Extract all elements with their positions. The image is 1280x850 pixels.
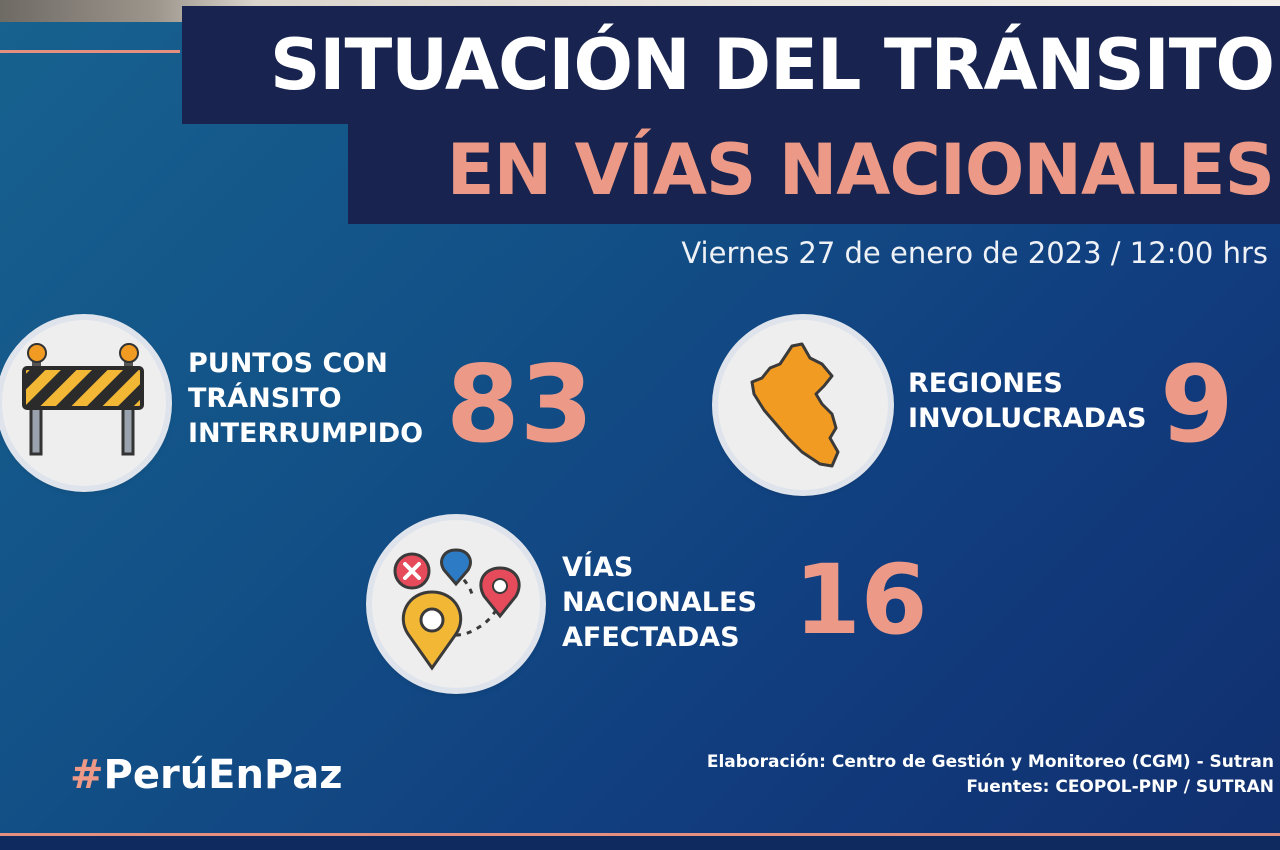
title-line-2: EN VÍAS NACIONALES	[446, 129, 1275, 211]
regiones-label-line: INVOLUCRADAS	[908, 403, 1147, 434]
puntos-label-line: PUNTOS CON	[188, 348, 388, 379]
vias-label-line: VÍAS	[562, 552, 634, 583]
map-pins-route-icon	[372, 520, 540, 688]
peru-map-icon	[718, 320, 888, 490]
report-date: Viernes 27 de enero de 2023 / 12:00 hrs	[681, 236, 1268, 270]
accent-line-top	[0, 50, 180, 53]
puntos-label-line: TRÁNSITO	[188, 383, 342, 414]
hashtag: #PerúEnPaz	[70, 752, 342, 798]
bottom-strip	[0, 836, 1280, 850]
credits-elaboracion: Elaboración: Centro de Gestión y Monitor…	[706, 752, 1274, 772]
credits: Elaboración: Centro de Gestión y Monitor…	[707, 750, 1274, 800]
credits-fuentes: Fuentes: CEOPOL-PNP / SUTRAN	[966, 777, 1274, 797]
regiones-label-line: REGIONES	[908, 368, 1063, 399]
title-banner-bottom	[348, 118, 1280, 224]
vias-label-line: NACIONALES	[562, 587, 757, 618]
title-line-1: SITUACIÓN DEL TRÁNSITO	[270, 24, 1275, 106]
title-banner-top	[182, 6, 1280, 124]
regiones-value: 9	[1160, 343, 1234, 466]
vias-value: 16	[794, 544, 928, 656]
puntos-label: PUNTOS CON TRÁNSITO INTERRUMPIDO	[188, 346, 423, 451]
vias-label-line: AFECTADAS	[562, 622, 740, 653]
hashtag-symbol: #	[70, 752, 104, 798]
road-barrier-icon	[2, 320, 166, 486]
puntos-value: 83	[446, 343, 594, 466]
accent-line-bottom	[0, 833, 1280, 836]
hashtag-text: PerúEnPaz	[103, 752, 343, 798]
vias-label: VÍAS NACIONALES AFECTADAS	[562, 550, 757, 655]
regiones-label: REGIONES INVOLUCRADAS	[908, 366, 1146, 436]
puntos-label-line: INTERRUMPIDO	[188, 418, 424, 449]
